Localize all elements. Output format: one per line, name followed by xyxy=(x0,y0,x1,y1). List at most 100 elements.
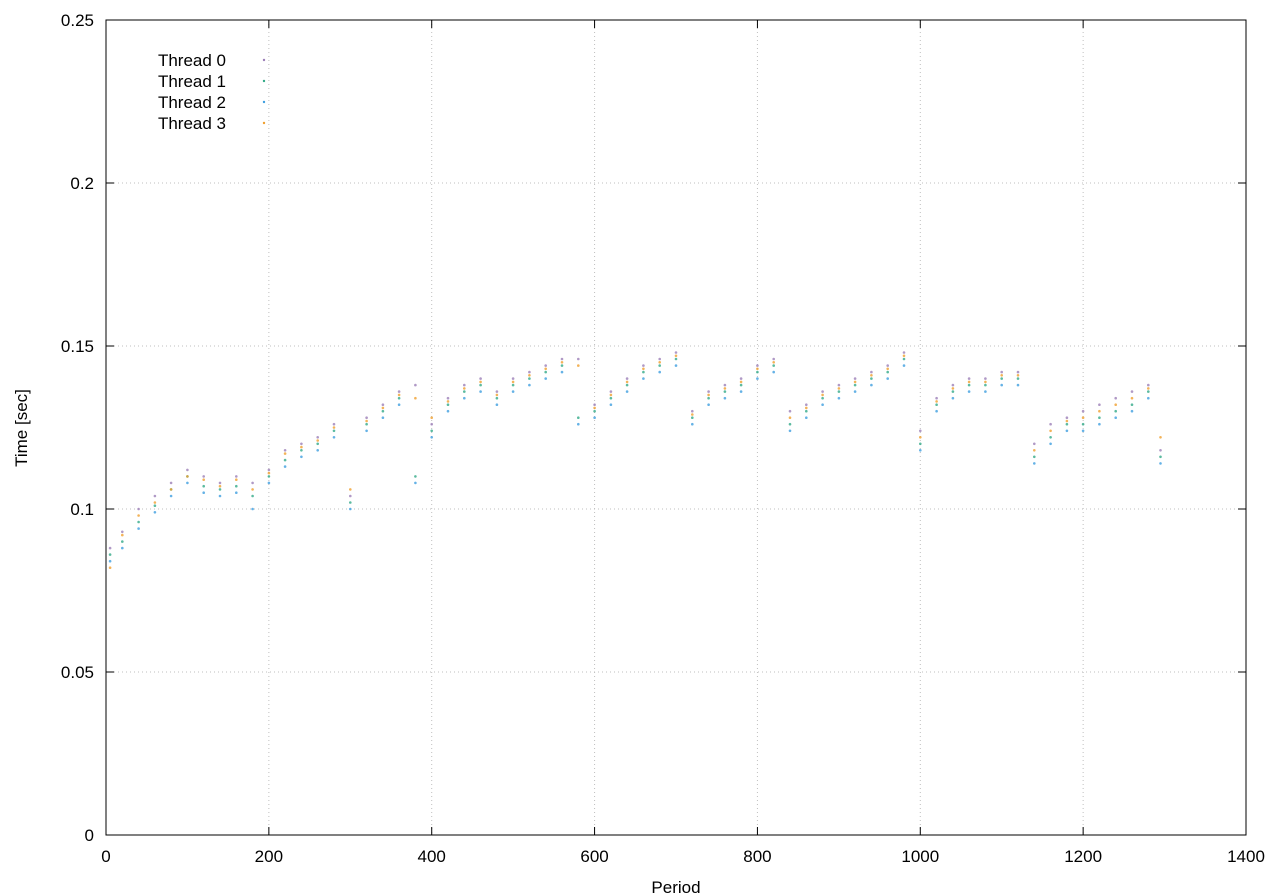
data-point xyxy=(479,380,482,384)
x-tick-label: 600 xyxy=(580,847,608,866)
data-point xyxy=(137,520,140,524)
axis-ticks xyxy=(105,19,1247,836)
data-point xyxy=(528,370,531,374)
data-point xyxy=(1016,377,1020,380)
data-point xyxy=(658,364,661,367)
data-point xyxy=(235,491,238,495)
data-point xyxy=(1114,403,1117,407)
data-point xyxy=(788,409,792,413)
data-point xyxy=(739,380,743,384)
x-tick-label: 1400 xyxy=(1227,847,1265,866)
data-point xyxy=(446,396,450,400)
data-point xyxy=(169,488,173,491)
data-point xyxy=(1000,383,1003,387)
data-point xyxy=(853,383,857,387)
data-point xyxy=(853,377,857,380)
data-point xyxy=(951,383,955,387)
data-point xyxy=(837,383,841,387)
data-point xyxy=(121,540,124,543)
data-point xyxy=(707,396,710,400)
data-point xyxy=(463,387,466,390)
y-tick-label: 0.1 xyxy=(70,500,94,519)
data-point xyxy=(772,361,775,364)
data-point xyxy=(805,416,808,420)
data-point xyxy=(609,403,613,407)
data-point xyxy=(349,507,352,511)
data-point xyxy=(300,445,303,449)
data-point xyxy=(446,400,450,403)
data-point xyxy=(397,403,401,407)
data-point xyxy=(642,370,645,374)
data-point xyxy=(756,367,759,371)
data-point xyxy=(365,416,368,420)
data-point xyxy=(1130,396,1134,400)
data-point xyxy=(316,436,320,439)
data-point xyxy=(332,422,336,426)
data-point xyxy=(707,403,710,407)
data-point xyxy=(984,380,987,384)
data-point xyxy=(935,400,938,403)
data-point xyxy=(967,377,971,380)
data-point xyxy=(218,488,222,491)
data-point xyxy=(902,357,906,361)
data-point xyxy=(1159,436,1162,439)
y-axis-label: Time [sec] xyxy=(12,389,31,467)
data-point xyxy=(365,422,368,426)
data-point xyxy=(593,409,596,413)
data-point xyxy=(169,481,173,485)
data-point xyxy=(1147,396,1150,400)
data-point xyxy=(1114,409,1117,413)
data-point xyxy=(1049,422,1052,426)
data-point xyxy=(251,494,254,498)
data-point xyxy=(691,409,694,413)
data-point xyxy=(349,494,352,498)
data-point xyxy=(1098,403,1101,407)
data-point xyxy=(821,396,824,400)
legend-marker-thread-2 xyxy=(262,100,266,104)
data-point xyxy=(642,367,645,371)
data-point xyxy=(919,429,922,433)
legend-label-thread-3: Thread 3 xyxy=(158,114,226,133)
data-point xyxy=(381,409,385,413)
data-point xyxy=(935,409,938,413)
data-point xyxy=(560,370,564,374)
data-point xyxy=(349,488,352,491)
x-tick-labels: 0 200 400 600 800 1000 1200 1400 xyxy=(101,847,1265,866)
data-point xyxy=(479,383,482,387)
data-point xyxy=(153,511,157,514)
data-point xyxy=(1130,403,1134,407)
data-point xyxy=(430,422,434,426)
data-point xyxy=(1147,387,1150,390)
data-point xyxy=(593,406,596,410)
data-point xyxy=(397,396,401,400)
x-tick-label: 1200 xyxy=(1064,847,1102,866)
data-point xyxy=(951,390,955,393)
data-point xyxy=(805,406,808,410)
data-point xyxy=(609,396,613,400)
legend-marker-thread-0 xyxy=(262,58,266,62)
data-point xyxy=(235,475,238,478)
x-tick-label: 1000 xyxy=(901,847,939,866)
y-tick-labels: 0 0.05 0.1 0.15 0.2 0.25 xyxy=(61,11,94,845)
data-point xyxy=(870,374,873,377)
data-point xyxy=(186,481,189,485)
data-point xyxy=(1065,429,1069,433)
data-point xyxy=(414,383,417,387)
series-thread-3 xyxy=(108,354,1162,569)
data-point xyxy=(1033,455,1036,459)
data-point xyxy=(674,351,678,354)
data-point xyxy=(121,530,124,534)
data-point xyxy=(1081,416,1085,420)
data-point xyxy=(446,409,450,413)
data-point xyxy=(316,442,320,446)
data-point xyxy=(593,416,596,420)
legend-label-thread-2: Thread 2 xyxy=(158,93,226,112)
data-point xyxy=(658,361,661,364)
data-point xyxy=(625,390,629,393)
data-point xyxy=(707,393,710,397)
data-point xyxy=(137,527,140,530)
data-point xyxy=(853,380,857,384)
data-point xyxy=(218,481,222,485)
data-point xyxy=(300,442,303,446)
